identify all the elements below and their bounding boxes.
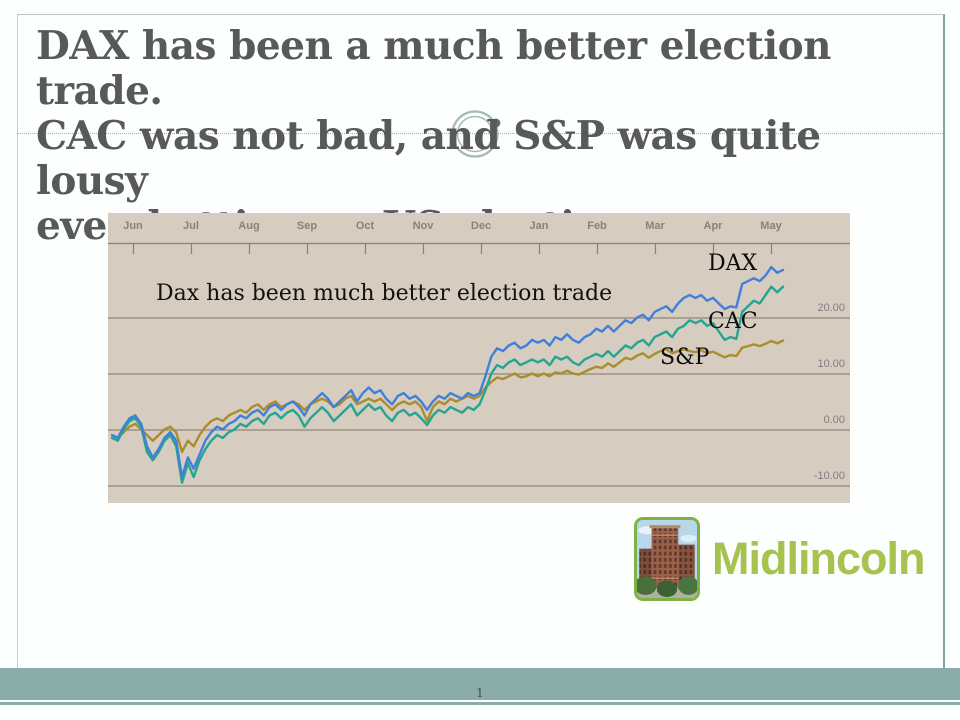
slide-title-line-1: DAX has been a much better election trad… xyxy=(36,23,832,114)
x-tick-label-jan: Jan xyxy=(529,220,549,232)
chart-plot-area xyxy=(108,242,850,487)
series-label-dax: DAX xyxy=(708,251,758,276)
logo-wordmark: Midlincoln xyxy=(712,533,925,584)
y-tick-label-10.00: 10.00 xyxy=(817,357,845,370)
x-tick-label-mar: Mar xyxy=(645,220,665,232)
ornament-dot xyxy=(491,118,501,128)
footer-bar: 1 xyxy=(0,668,960,700)
x-tick-label-jun: Jun xyxy=(123,220,143,232)
x-tick-label-may: May xyxy=(760,220,782,232)
footer-accent-stripe xyxy=(0,702,960,705)
title-divider-dotted-line xyxy=(17,133,943,134)
x-tick-label-feb: Feb xyxy=(587,220,607,232)
chart-annotation: Dax has been much better election trade xyxy=(156,281,613,306)
circle-ornament xyxy=(451,110,501,158)
x-tick-label-aug: Aug xyxy=(238,220,260,232)
page-number: 1 xyxy=(476,686,484,700)
y-tick-label-20.00: 20.00 xyxy=(817,301,845,314)
series-line-cac xyxy=(110,285,785,484)
series-label-cac: CAC xyxy=(708,309,758,334)
line-chart: Jun Jul Aug Sep Oct Nov Dec Jan Feb Mar Apr May 20.0… xyxy=(108,213,850,503)
x-tick-label-oct: Oct xyxy=(355,220,375,232)
y-tick-label-0.00: 0.00 xyxy=(823,413,845,426)
ornament-outer-circle xyxy=(451,110,499,158)
company-logo: Midlincoln xyxy=(634,517,925,601)
x-tick-label-dec: Dec xyxy=(470,220,492,232)
series-line-sp xyxy=(110,339,785,454)
x-tick-label-sep: Sep xyxy=(296,220,318,232)
building-photo-icon xyxy=(634,517,700,601)
y-tick-label--10.00: -10.00 xyxy=(813,469,845,482)
slide-title-line-2: CAC was not bad, and S&P was quite lousy xyxy=(36,113,821,204)
series-label-sp: S&P xyxy=(660,345,710,370)
x-tick-label-apr: Apr xyxy=(703,220,723,232)
ornament-inner-circle xyxy=(456,115,494,153)
series-line-dax xyxy=(110,265,785,479)
x-tick-label-nov: Nov xyxy=(412,220,434,232)
x-tick-label-jul: Jul xyxy=(183,220,199,232)
